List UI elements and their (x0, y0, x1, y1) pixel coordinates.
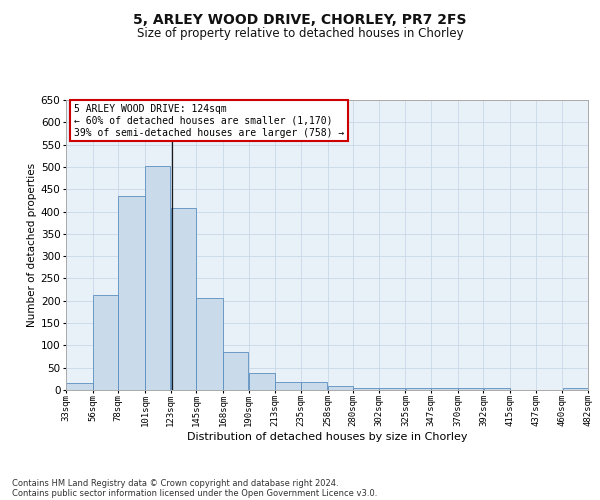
Bar (328, 386, 353, 390)
Bar (353, 388, 379, 390)
Text: 5 ARLEY WOOD DRIVE: 124sqm
← 60% of detached houses are smaller (1,170)
39% of s: 5 ARLEY WOOD DRIVE: 124sqm ← 60% of deta… (74, 104, 344, 138)
Bar (118, 196, 145, 390)
Bar (379, 388, 406, 390)
Bar (223, 352, 248, 390)
Bar (563, 388, 588, 390)
Bar (171, 208, 196, 390)
Bar (93, 295, 118, 390)
Bar (484, 388, 510, 390)
X-axis label: Distribution of detached houses by size in Chorley: Distribution of detached houses by size … (187, 432, 467, 442)
Bar (458, 388, 483, 390)
Text: 5, ARLEY WOOD DRIVE, CHORLEY, PR7 2FS: 5, ARLEY WOOD DRIVE, CHORLEY, PR7 2FS (133, 12, 467, 26)
Bar (196, 298, 223, 390)
Bar (431, 388, 458, 390)
Text: Contains HM Land Registry data © Crown copyright and database right 2024.: Contains HM Land Registry data © Crown c… (12, 478, 338, 488)
Y-axis label: Number of detached properties: Number of detached properties (26, 163, 37, 327)
Bar (66, 384, 92, 390)
Bar (249, 373, 275, 390)
Bar (275, 382, 301, 390)
Text: Size of property relative to detached houses in Chorley: Size of property relative to detached ho… (137, 28, 463, 40)
Text: Contains public sector information licensed under the Open Government Licence v3: Contains public sector information licen… (12, 488, 377, 498)
Bar (406, 388, 431, 390)
Bar (301, 382, 328, 390)
Bar (145, 166, 170, 390)
